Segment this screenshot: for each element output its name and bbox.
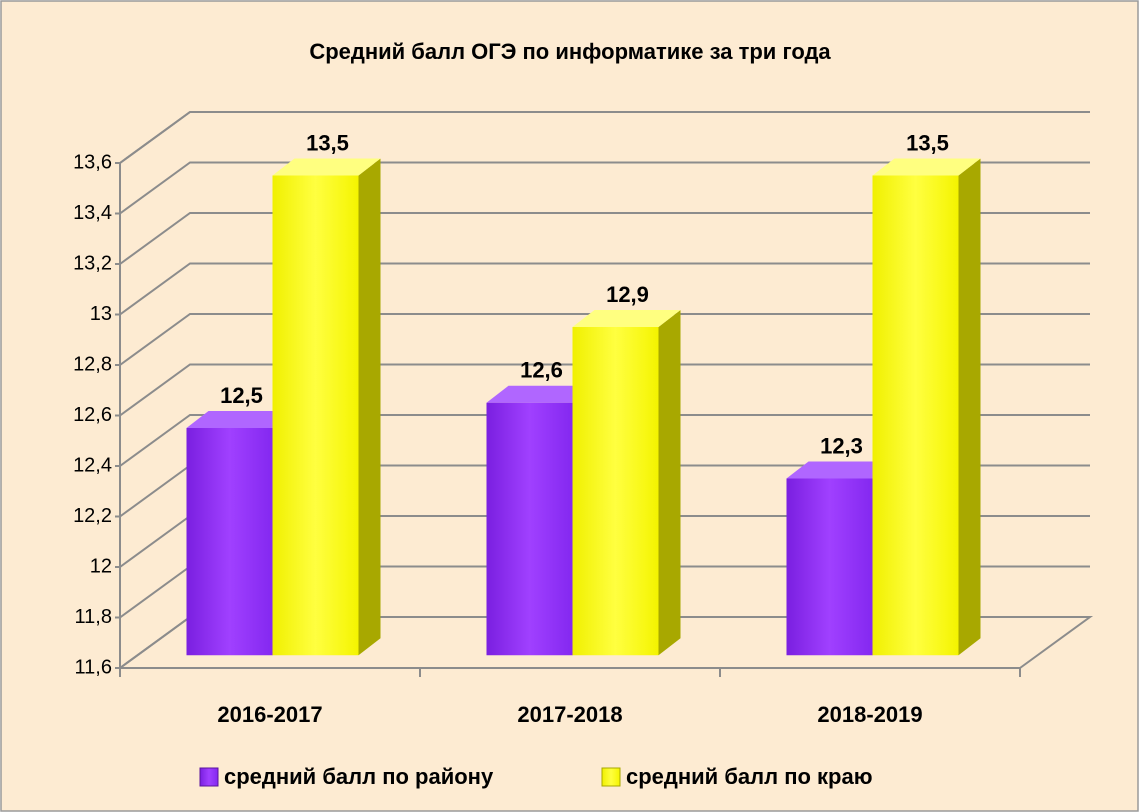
legend-label: средний балл по краю <box>626 764 873 789</box>
y-tick-label: 12,4 <box>73 454 112 476</box>
y-tick-label: 13,4 <box>73 202 112 224</box>
bar-face <box>572 327 659 656</box>
bar-face <box>486 402 573 656</box>
y-tick-label: 11,8 <box>75 606 112 628</box>
legend-label: средний балл по району <box>224 764 494 789</box>
grid-line <box>119 262 1090 316</box>
legend-swatch <box>601 767 621 787</box>
chart-title: Средний балл ОГЭ по информатике за три г… <box>309 39 831 64</box>
bar-face <box>272 158 381 176</box>
grid-line <box>119 111 1090 164</box>
bar-face <box>872 158 981 176</box>
bar-face <box>186 428 273 656</box>
bar-face <box>186 411 295 428</box>
y-tick-label: 12,8 <box>73 353 112 375</box>
legend-swatch <box>199 767 219 787</box>
bar <box>272 158 381 656</box>
data-label: 12,5 <box>220 383 263 408</box>
grid-line <box>119 212 1090 265</box>
y-tick-label: 12,6 <box>73 404 112 426</box>
y-tick-label: 13,2 <box>73 252 112 274</box>
y-tick-label: 11,6 <box>75 656 112 678</box>
bar-face <box>658 310 681 656</box>
bar-face <box>486 385 595 403</box>
bar-face <box>872 175 959 656</box>
grid-line <box>119 313 1090 366</box>
y-tick-label: 12,2 <box>73 505 112 527</box>
y-tick-label: 13,6 <box>73 151 112 173</box>
grid-line <box>119 414 1090 467</box>
x-tick-label: 2016-2017 <box>217 702 322 727</box>
bar <box>572 310 681 656</box>
y-tick-label: 12 <box>90 555 112 577</box>
bar-face <box>786 461 895 479</box>
data-label: 12,3 <box>820 433 863 458</box>
bar-face <box>272 175 359 656</box>
grid-line <box>119 161 1090 215</box>
bar-face <box>358 158 381 656</box>
data-label: 13,5 <box>306 130 349 155</box>
y-tick-label: 13 <box>90 303 112 325</box>
x-tick-label: 2018-2019 <box>817 702 922 727</box>
data-label: 12,9 <box>606 282 649 307</box>
bar-face <box>786 478 873 656</box>
data-label: 12,6 <box>520 358 563 383</box>
bar <box>872 158 981 656</box>
data-label: 13,5 <box>906 130 949 155</box>
bar-face <box>958 158 981 656</box>
x-tick-label: 2017-2018 <box>517 702 622 727</box>
grid-line <box>119 363 1090 417</box>
bar-face <box>572 310 681 327</box>
